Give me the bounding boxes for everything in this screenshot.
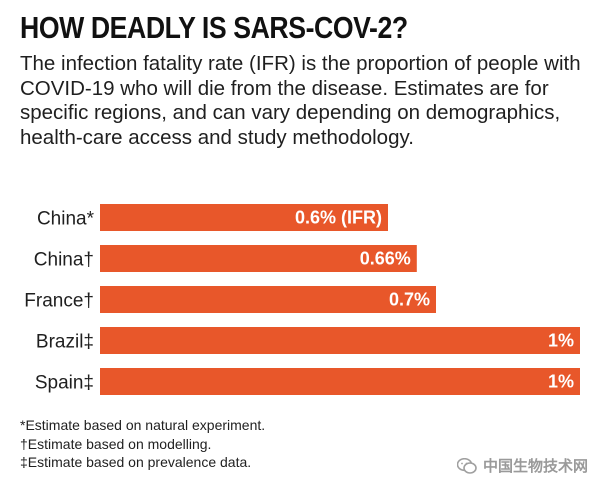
footnote-modelling: †Estimate based on modelling.	[20, 435, 212, 452]
bar-chart: China* 0.6% (IFR) China† 0.66% France† 0.7% Br…	[24, 204, 580, 395]
bar	[100, 245, 417, 272]
wechat-icon	[456, 457, 477, 474]
category-label: Brazil‡	[36, 332, 94, 353]
footnotes: *Estimate based on natural experiment. †…	[20, 416, 265, 472]
category-label: China†	[34, 250, 94, 271]
bar-value-label: 1%	[548, 331, 574, 351]
bar	[100, 327, 580, 354]
chart-subtitle: The infection fatality rate (IFR) is the…	[20, 52, 581, 149]
bar	[100, 286, 436, 313]
bar-value-label: 0.66%	[360, 249, 411, 269]
bar	[100, 204, 388, 231]
footnote-natural-experiment: *Estimate based on natural experiment.	[20, 417, 266, 433]
category-label: Spain‡	[35, 373, 94, 394]
bar-value-label: 0.7%	[389, 290, 430, 310]
watermark-text: 中国生物技术网	[482, 458, 588, 475]
watermark: 中国生物技术网	[456, 455, 588, 476]
category-label: China*	[37, 209, 95, 230]
chart-title: HOW DEADLY IS SARS-COV-2?	[20, 10, 408, 45]
bar	[100, 368, 580, 395]
footnote-prevalence: ‡Estimate based on prevalence data.	[20, 454, 252, 470]
bar-value-label: 1%	[548, 372, 574, 392]
bar-value-label: 0.6% (IFR)	[295, 208, 382, 228]
category-label: France†	[24, 291, 94, 312]
